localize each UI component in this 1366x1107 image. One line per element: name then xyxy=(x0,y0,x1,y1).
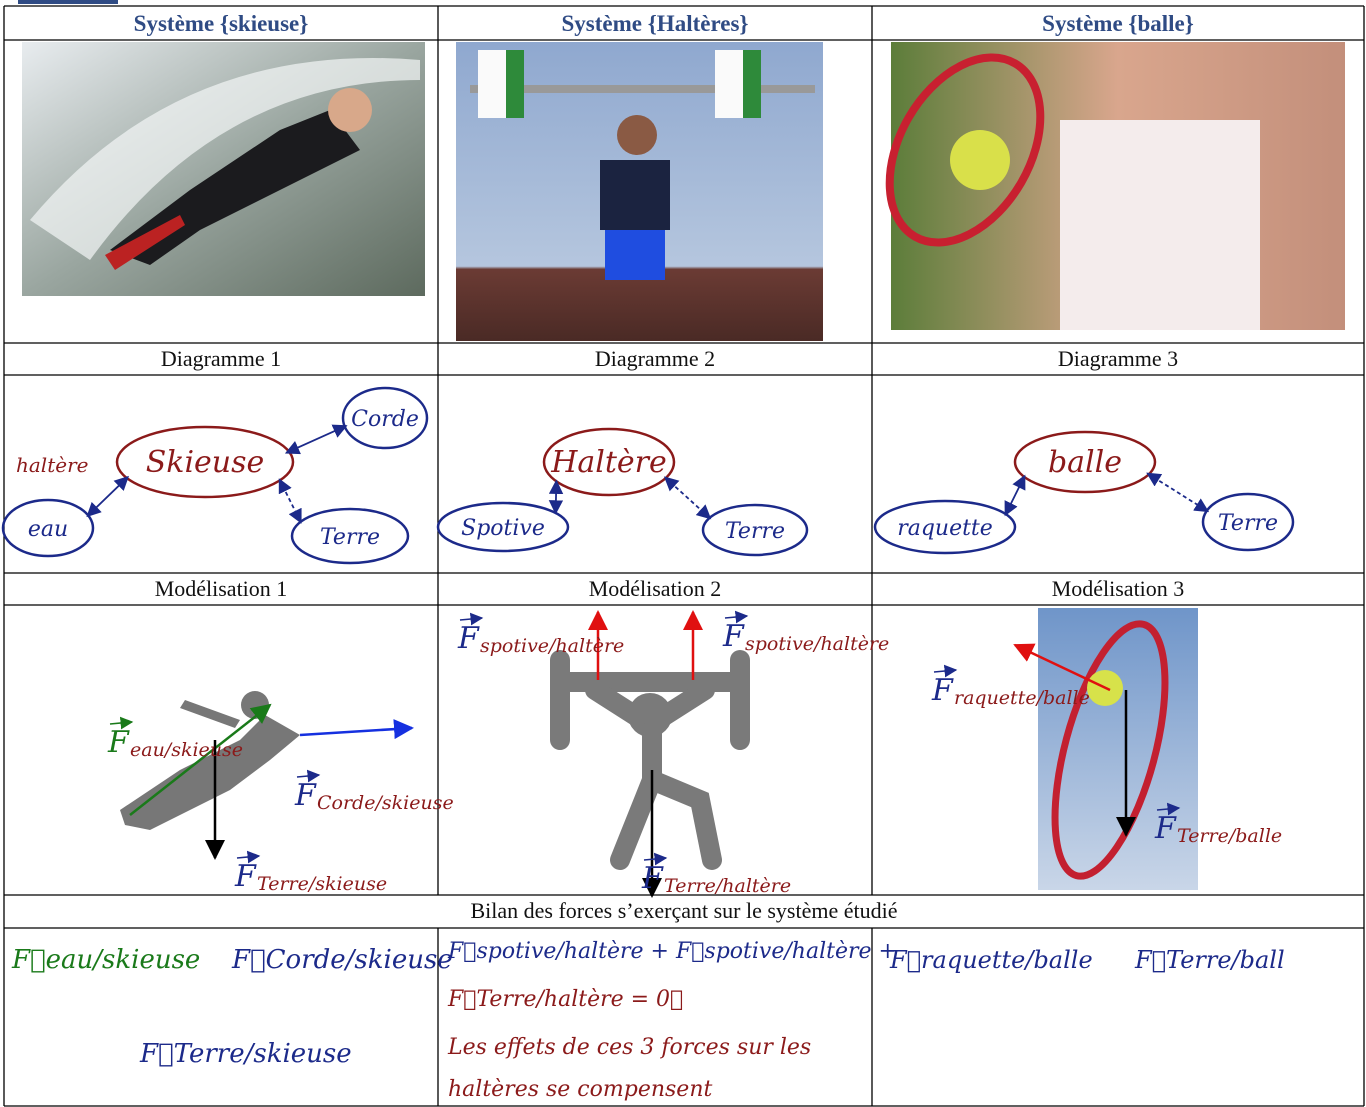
vector-arrow xyxy=(724,610,749,624)
actor-label: Corde xyxy=(351,407,419,432)
model-title: Modélisation 2 xyxy=(589,576,722,601)
force-label: spotive/haltère xyxy=(480,635,624,657)
interaction-arrow xyxy=(548,479,564,515)
photo xyxy=(22,42,425,296)
force-label: spotive/haltère xyxy=(745,633,889,655)
force-label: Terre/haltère xyxy=(664,875,791,897)
vector-arrow xyxy=(1156,802,1181,816)
interaction-arrow xyxy=(663,476,712,520)
interaction-arrow xyxy=(1146,472,1210,513)
actor-label: eau xyxy=(28,517,68,542)
summary-title: Bilan des forces s’exerçant sur le systè… xyxy=(470,898,897,923)
vector-arrow xyxy=(109,716,134,730)
system-label: Skieuse xyxy=(146,445,265,480)
actor-ellipse xyxy=(1,498,95,558)
interaction-arrow xyxy=(1004,474,1026,517)
force-symbol: F xyxy=(722,619,745,654)
bilan-line: haltères se compensent xyxy=(448,1077,712,1102)
actor-ellipse xyxy=(701,503,809,557)
force-symbol: F xyxy=(294,778,317,813)
photo xyxy=(1038,608,1198,890)
force-arrow xyxy=(129,703,272,816)
vector-arrow xyxy=(643,852,668,866)
interaction-arrow xyxy=(86,475,129,518)
actor-ellipse xyxy=(341,386,429,450)
photo xyxy=(456,42,823,341)
force-symbol: F xyxy=(1154,811,1177,846)
bilan-line: F⃗Terre/skieuse xyxy=(139,1039,352,1069)
system-ellipse xyxy=(542,427,676,497)
diagram-title: Diagramme 2 xyxy=(595,346,715,371)
table-grid xyxy=(3,5,1365,1107)
diagram-note: haltère xyxy=(16,453,88,477)
force-symbol: F xyxy=(931,673,954,708)
force-symbol: F xyxy=(457,621,480,656)
force-label: eau/skieuse xyxy=(130,739,243,761)
vector-arrow xyxy=(296,769,321,783)
force-symbol: F xyxy=(641,861,664,896)
force-label: Terre/balle xyxy=(1177,825,1282,847)
force-label: Corde/skieuse xyxy=(317,792,454,814)
header-bar xyxy=(18,0,118,4)
vector-arrow xyxy=(933,664,958,678)
stick-figure xyxy=(550,650,750,870)
diagram-title: Diagramme 3 xyxy=(1058,346,1178,371)
bilan-line: F⃗spotive/haltère + F⃗spotive/haltère + xyxy=(447,939,897,964)
actor-ellipse xyxy=(290,507,410,565)
force-label: Terre/skieuse xyxy=(257,873,387,895)
actor-label: Spotive xyxy=(461,516,545,541)
interaction-arrow xyxy=(284,424,348,455)
system-label: Haltère xyxy=(550,445,667,480)
bilan-line: F⃗Terre/ball xyxy=(1134,946,1285,974)
vector-arrow xyxy=(459,612,484,626)
system-ellipse xyxy=(115,425,295,499)
photo xyxy=(885,42,1345,330)
actor-label: Terre xyxy=(1218,511,1278,536)
actor-label: Terre xyxy=(320,525,380,550)
vector-arrow xyxy=(236,850,261,864)
system-label: balle xyxy=(1048,445,1122,480)
actor-ellipse xyxy=(436,501,570,553)
column-header: Système {Haltères} xyxy=(562,11,749,36)
force-symbol: F xyxy=(234,859,257,894)
bilan-line: F⃗raquette/balle xyxy=(889,946,1093,974)
system-ellipse xyxy=(1013,430,1157,494)
diagram-title: Diagramme 1 xyxy=(161,346,281,371)
actor-label: Terre xyxy=(725,519,785,544)
actor-ellipse xyxy=(1201,492,1295,552)
force-label: raquette/balle xyxy=(954,687,1090,709)
bilan-line: Les effets de ces 3 forces sur les xyxy=(447,1035,811,1060)
column-header: Système {balle} xyxy=(1042,11,1194,36)
bilan-line: F⃗Terre/haltère = 0⃗ xyxy=(447,987,683,1012)
column-header: Système {skieuse} xyxy=(134,11,309,36)
bilan-line: F⃗Corde/skieuse xyxy=(231,945,453,975)
force-arrow xyxy=(299,719,414,740)
force-arrow xyxy=(1013,643,1111,692)
model-title: Modélisation 3 xyxy=(1052,576,1185,601)
bilan-line: F⃗eau/skieuse xyxy=(11,945,200,975)
interaction-arrow xyxy=(278,478,302,524)
model-title: Modélisation 1 xyxy=(155,576,288,601)
actor-label: raquette xyxy=(897,516,993,541)
force-symbol: F xyxy=(107,725,130,760)
actor-ellipse xyxy=(873,499,1017,555)
